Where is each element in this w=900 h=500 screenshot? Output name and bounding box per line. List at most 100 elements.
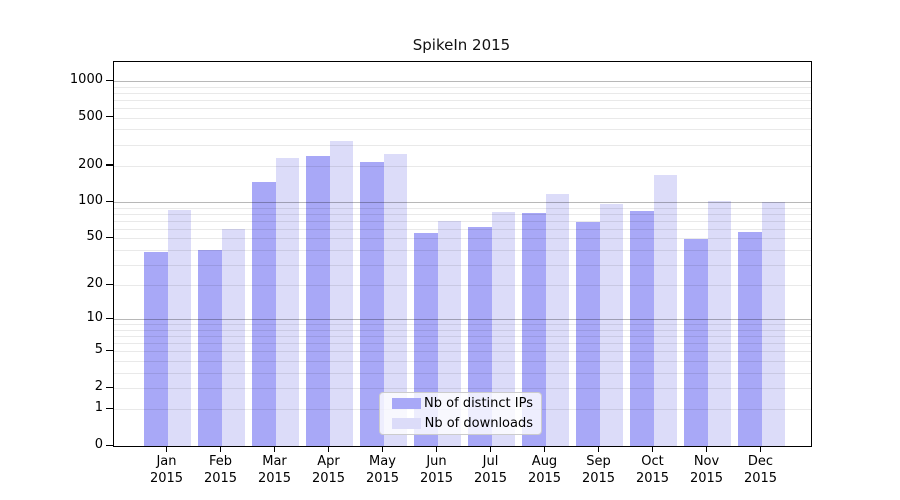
x-tick-label-apr: Apr 2015	[311, 454, 346, 486]
bar-jul-downloads	[491, 211, 515, 446]
gridline-50	[114, 238, 811, 240]
bar-apr-distinct-ips	[306, 156, 330, 446]
y-tick-label-200: 200	[78, 156, 103, 172]
y-tick-mark	[106, 317, 113, 320]
chart-title: SpikeIn 2015	[412, 36, 511, 54]
gridline-3	[114, 372, 811, 374]
x-tick-mark	[219, 447, 222, 452]
y-tick-mark	[106, 79, 113, 81]
x-tick-label-feb: Feb 2015	[203, 454, 238, 486]
x-tick-mark	[381, 447, 384, 452]
x-tick-mark	[165, 447, 168, 452]
y-tick-mark	[106, 236, 113, 239]
gridline-800	[114, 92, 811, 94]
y-tick-mark	[106, 349, 113, 352]
y-tick-mark	[106, 407, 113, 410]
bar-jul-distinct-ips	[468, 227, 492, 446]
legend: Nb of distinct IPs Nb of downloads	[379, 392, 542, 435]
x-tick-label-jul: Jul 2015	[473, 454, 508, 486]
gridline-5	[114, 351, 811, 353]
y-tick-label-20: 20	[86, 276, 103, 292]
legend-label: Nb of distinct IPs	[424, 395, 533, 411]
gridline-20	[114, 285, 811, 287]
bar-nov-distinct-ips	[684, 239, 708, 446]
bar-feb-downloads	[221, 228, 245, 446]
y-tick-label-100: 100	[78, 193, 103, 209]
bar-oct-downloads	[653, 175, 677, 446]
bar-oct-distinct-ips	[630, 211, 654, 446]
bar-jan-downloads	[167, 209, 191, 446]
gridline-500	[114, 117, 811, 119]
y-tick-mark	[106, 116, 113, 118]
y-tick-label-1: 1	[94, 400, 103, 416]
y-tick-label-50: 50	[86, 229, 103, 245]
bar-aug-distinct-ips	[522, 212, 546, 446]
gridline-7	[114, 336, 811, 338]
bar-nov-downloads	[707, 200, 731, 446]
bar-apr-downloads	[329, 141, 353, 446]
gridline-10	[114, 319, 811, 321]
legend-item-distinct-ips: Nb of distinct IPs	[388, 395, 533, 412]
x-tick-mark	[435, 447, 438, 452]
bar-jan-distinct-ips	[144, 252, 168, 446]
gridline-4	[114, 361, 811, 362]
y-tick-label-2: 2	[94, 379, 103, 394]
gridline-9	[114, 324, 811, 326]
x-tick-mark	[327, 447, 330, 452]
gridline-900	[114, 86, 811, 88]
x-tick-label-oct: Oct 2015	[635, 454, 670, 486]
x-tick-mark	[759, 447, 762, 452]
gridline-400	[114, 129, 811, 131]
legend-swatch-distinct-ips	[392, 397, 421, 409]
bar-jun-downloads	[437, 220, 461, 446]
y-tick-mark	[106, 444, 113, 446]
x-tick-label-sep: Sep 2015	[581, 454, 616, 486]
legend-label: Nb of downloads	[424, 416, 533, 432]
x-tick-mark	[705, 447, 708, 452]
gridline-200	[114, 165, 811, 167]
y-tick-label-0: 0	[94, 437, 103, 452]
y-tick-label-5: 5	[94, 342, 103, 358]
gridline-6	[114, 343, 811, 345]
y-tick-label-500: 500	[78, 108, 103, 124]
bar-mar-downloads	[275, 158, 299, 446]
gridline-90	[114, 207, 811, 209]
x-tick-mark	[543, 447, 546, 452]
y-tick-label-10: 10	[86, 310, 103, 326]
plot-area: Nb of distinct IPs Nb of downloads	[113, 61, 812, 447]
bar-aug-downloads	[545, 193, 569, 446]
y-tick-mark	[106, 164, 113, 166]
y-tick-label-1000: 1000	[69, 72, 103, 87]
y-tick-mark	[106, 283, 113, 286]
x-tick-label-dec: Dec 2015	[743, 454, 778, 486]
gridline-80	[114, 213, 811, 215]
x-tick-label-nov: Nov 2015	[689, 454, 724, 486]
gridline-70	[114, 220, 811, 222]
bar-feb-distinct-ips	[198, 249, 222, 446]
bar-sep-downloads	[599, 204, 623, 446]
gridline-2	[114, 388, 811, 389]
x-tick-label-jun: Jun 2015	[419, 454, 454, 486]
gridline-40	[114, 249, 811, 251]
gridline-700	[114, 99, 811, 101]
x-tick-label-aug: Aug 2015	[527, 454, 562, 486]
gridline-100	[114, 202, 811, 204]
x-tick-mark	[651, 447, 654, 452]
bar-may-downloads	[383, 154, 407, 446]
bar-may-distinct-ips	[360, 162, 384, 446]
x-tick-mark	[489, 447, 492, 452]
gridline-600	[114, 108, 811, 109]
gridline-60	[114, 228, 811, 230]
legend-item-downloads: Nb of downloads	[388, 416, 533, 433]
y-tick-mark	[106, 386, 113, 388]
x-tick-mark	[273, 447, 276, 452]
bar-sep-distinct-ips	[576, 221, 600, 446]
bar-dec-distinct-ips	[738, 232, 762, 446]
x-tick-label-mar: Mar 2015	[257, 454, 292, 486]
bar-mar-distinct-ips	[252, 182, 276, 446]
gridline-300	[114, 144, 811, 146]
x-tick-label-may: May 2015	[365, 454, 400, 486]
gridline-30	[114, 264, 811, 266]
x-tick-mark	[597, 447, 600, 452]
